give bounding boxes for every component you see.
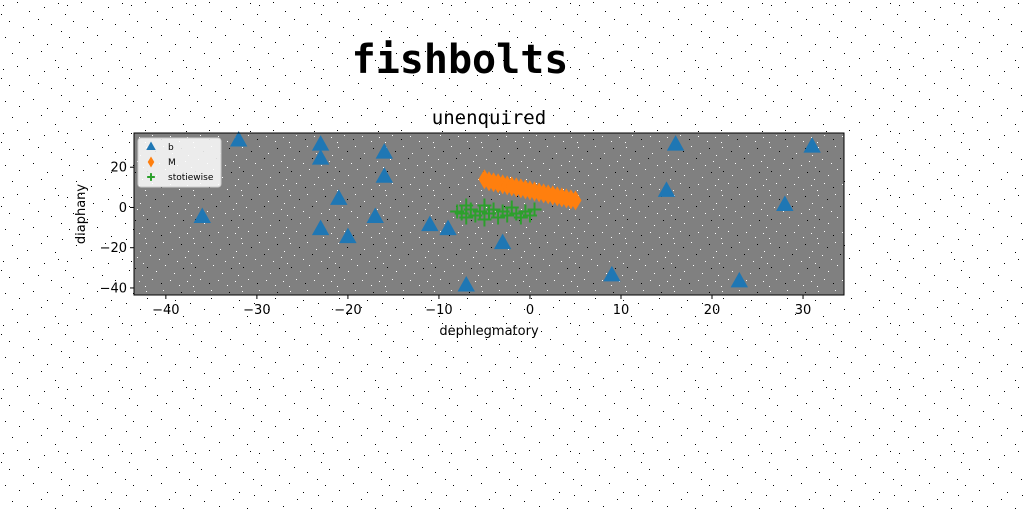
y-tick-label: 0 [119, 201, 127, 216]
data-point [439, 219, 457, 236]
data-point [666, 135, 685, 151]
x-tick-label: 30 [795, 303, 812, 318]
data-point [193, 207, 211, 224]
data-point [657, 181, 676, 197]
data-point [730, 271, 749, 288]
x-tick-label: −10 [425, 303, 452, 318]
x-axis-label: dephlegmatory [439, 324, 539, 339]
data-point [421, 215, 439, 232]
data-point [803, 137, 821, 153]
x-tick-label: −30 [243, 303, 270, 318]
data-point [366, 207, 384, 224]
data-point [339, 227, 357, 244]
legend-marker [147, 156, 155, 168]
data-point [311, 135, 330, 151]
legend-frame [137, 137, 222, 188]
x-tick-label: −20 [334, 303, 361, 318]
series-M [478, 169, 582, 211]
plot-frame [133, 132, 845, 296]
y-tick-label: −40 [100, 281, 127, 296]
y-tick-label: 20 [110, 161, 127, 176]
legend-label: stotiewise [168, 173, 214, 183]
data-point [569, 190, 582, 211]
data-point [493, 233, 512, 250]
data-point [311, 219, 330, 236]
y-axis: −40 −20 0 20 [100, 161, 134, 296]
data-point [527, 202, 542, 217]
x-tick-label: 10 [613, 303, 630, 318]
data-point [776, 195, 794, 211]
x-tick-label: 20 [704, 303, 721, 318]
data-point [229, 131, 248, 147]
legend-label: b [168, 143, 174, 153]
legend-label: M [168, 158, 176, 168]
legend-item-M: M [147, 156, 176, 168]
x-tick-label: −40 [152, 303, 179, 318]
data-point [375, 167, 394, 183]
legend-item-stotiewise: stotiewise [147, 173, 214, 183]
series-b [193, 131, 821, 292]
legend-marker [147, 173, 155, 181]
data-point [375, 143, 394, 159]
y-axis-label: diaphany [74, 184, 89, 245]
legend-item-b: b [146, 141, 174, 153]
x-tick-label: 0 [526, 303, 534, 318]
series-stotiewise [450, 198, 542, 227]
data-point [459, 210, 474, 225]
data-point [330, 189, 348, 205]
data-point [500, 208, 515, 223]
series-layer [193, 131, 821, 292]
legend-marker [146, 141, 156, 151]
data-point [311, 149, 330, 165]
data-point [603, 265, 621, 282]
data-point [457, 275, 475, 292]
figure-suptitle: fishbolts [352, 37, 569, 83]
y-tick-label: −20 [100, 241, 127, 256]
data-point [486, 202, 501, 217]
x-axis: −40 −30 −20 −10 0 10 20 30 [152, 295, 811, 318]
data-point [477, 198, 492, 213]
data-point [459, 198, 474, 213]
axes-title: unenquired [432, 107, 546, 129]
